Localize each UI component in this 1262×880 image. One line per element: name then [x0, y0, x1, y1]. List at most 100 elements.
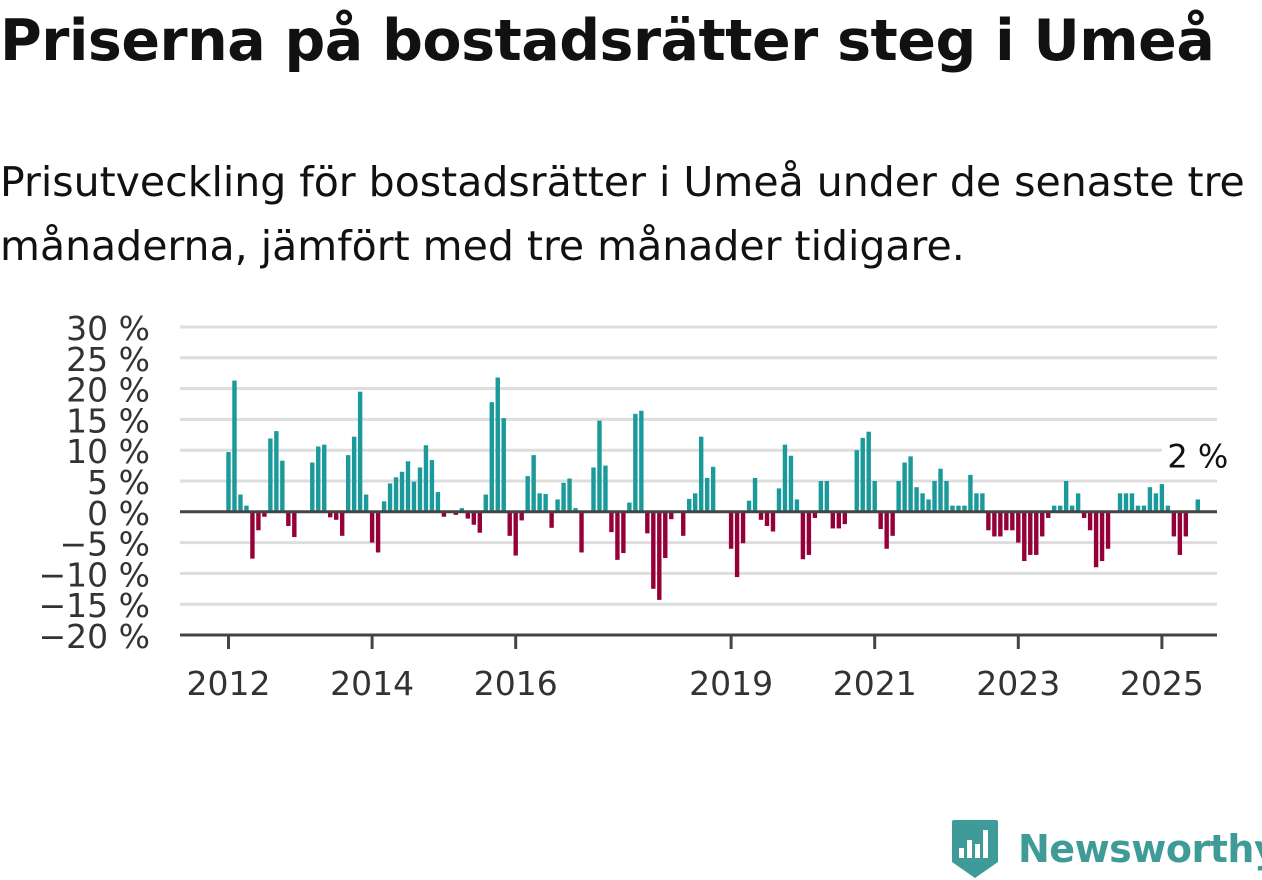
axes: [180, 510, 1217, 637]
bar: [800, 511, 806, 560]
bar: [489, 402, 494, 512]
bar: [537, 493, 542, 512]
y-tick-label: −10 %: [39, 555, 151, 594]
bar: [1177, 511, 1183, 555]
bar: [615, 511, 620, 560]
bar: [543, 493, 548, 512]
bar: [573, 508, 578, 512]
bar: [872, 481, 877, 512]
bar: [752, 477, 758, 512]
bar: [268, 438, 273, 512]
bar: [603, 465, 608, 512]
bar: [226, 452, 231, 512]
bar: [232, 380, 237, 512]
bar: [962, 505, 967, 512]
bar: [244, 505, 249, 512]
bar: [519, 511, 524, 521]
x-tick-label: 2016: [474, 664, 558, 703]
bar: [740, 511, 746, 544]
bar: [1046, 511, 1051, 518]
bar: [728, 511, 734, 549]
bar: [501, 418, 506, 512]
bar: [286, 511, 291, 526]
bar: [567, 478, 572, 512]
bar: [944, 481, 949, 512]
bar: [441, 511, 447, 517]
bar: [788, 455, 794, 512]
bar: [878, 511, 883, 530]
y-tick-label: −5 %: [60, 525, 151, 564]
bar: [902, 462, 907, 512]
bar: [704, 477, 710, 512]
bar: [687, 498, 692, 512]
bar: [926, 499, 931, 512]
chart-subtitle: Prisutveckling för bostadsrätter i Umeå …: [0, 158, 1245, 270]
bar: [471, 511, 477, 525]
bar: [579, 511, 584, 553]
bar: [1028, 511, 1033, 555]
bar: [477, 511, 482, 533]
bar: [465, 511, 471, 519]
bar: [399, 471, 405, 512]
bar: [920, 493, 925, 512]
bar: [645, 511, 650, 534]
bar: [429, 460, 435, 512]
annotation: 2 %: [1161, 437, 1234, 478]
bar: [238, 494, 243, 512]
bar: [328, 511, 333, 518]
bar: [794, 499, 800, 512]
bar: [758, 511, 764, 520]
bar: [896, 481, 901, 512]
bar: [1010, 511, 1015, 531]
bar: [1034, 511, 1039, 555]
bar: [950, 505, 955, 512]
bar: [262, 511, 267, 517]
bar: [1099, 511, 1105, 562]
y-tick-label: −20 %: [39, 617, 151, 656]
bar: [1147, 487, 1153, 512]
bar: [842, 511, 847, 525]
bar: [938, 468, 943, 512]
bar: [806, 511, 812, 555]
x-tick-label: 2014: [330, 664, 414, 703]
bar: [866, 431, 871, 512]
bar: [1052, 505, 1057, 512]
bar: [250, 511, 255, 559]
bar: [651, 511, 656, 589]
bars: [226, 377, 1200, 600]
bar: [310, 462, 315, 512]
bar: [818, 481, 824, 512]
bar: [405, 461, 411, 512]
bar: [459, 508, 465, 512]
bar: [411, 481, 417, 512]
bar: [435, 492, 441, 512]
bar: [770, 511, 776, 532]
bar: [1081, 511, 1087, 518]
bar: [663, 511, 668, 558]
chart-title: Priserna på bostadsrätter steg i Umeå: [0, 8, 1215, 74]
bar: [693, 493, 698, 512]
y-tick-label: 20 %: [66, 371, 150, 410]
bar: [1057, 505, 1063, 512]
bar: [483, 494, 488, 512]
y-tick-label: 5 %: [87, 463, 150, 502]
x-tick-label: 2021: [833, 664, 917, 703]
bar: [334, 511, 339, 520]
bar: [1171, 511, 1177, 537]
bar: [345, 455, 351, 512]
bar: [549, 511, 554, 528]
bar: [363, 494, 369, 512]
annotation-background: [1161, 439, 1234, 478]
bar: [1040, 511, 1045, 537]
bar: [776, 488, 782, 512]
bar: [381, 501, 387, 512]
bar: [746, 500, 752, 512]
brand-name: Newsworthy: [1018, 827, 1262, 871]
bar: [1123, 493, 1129, 512]
bar: [1195, 499, 1200, 512]
bar: [1105, 511, 1111, 549]
newsworthy-logo-icon: [952, 820, 998, 878]
bar: [495, 377, 500, 512]
bar: [836, 511, 841, 529]
bar: [1183, 511, 1189, 537]
